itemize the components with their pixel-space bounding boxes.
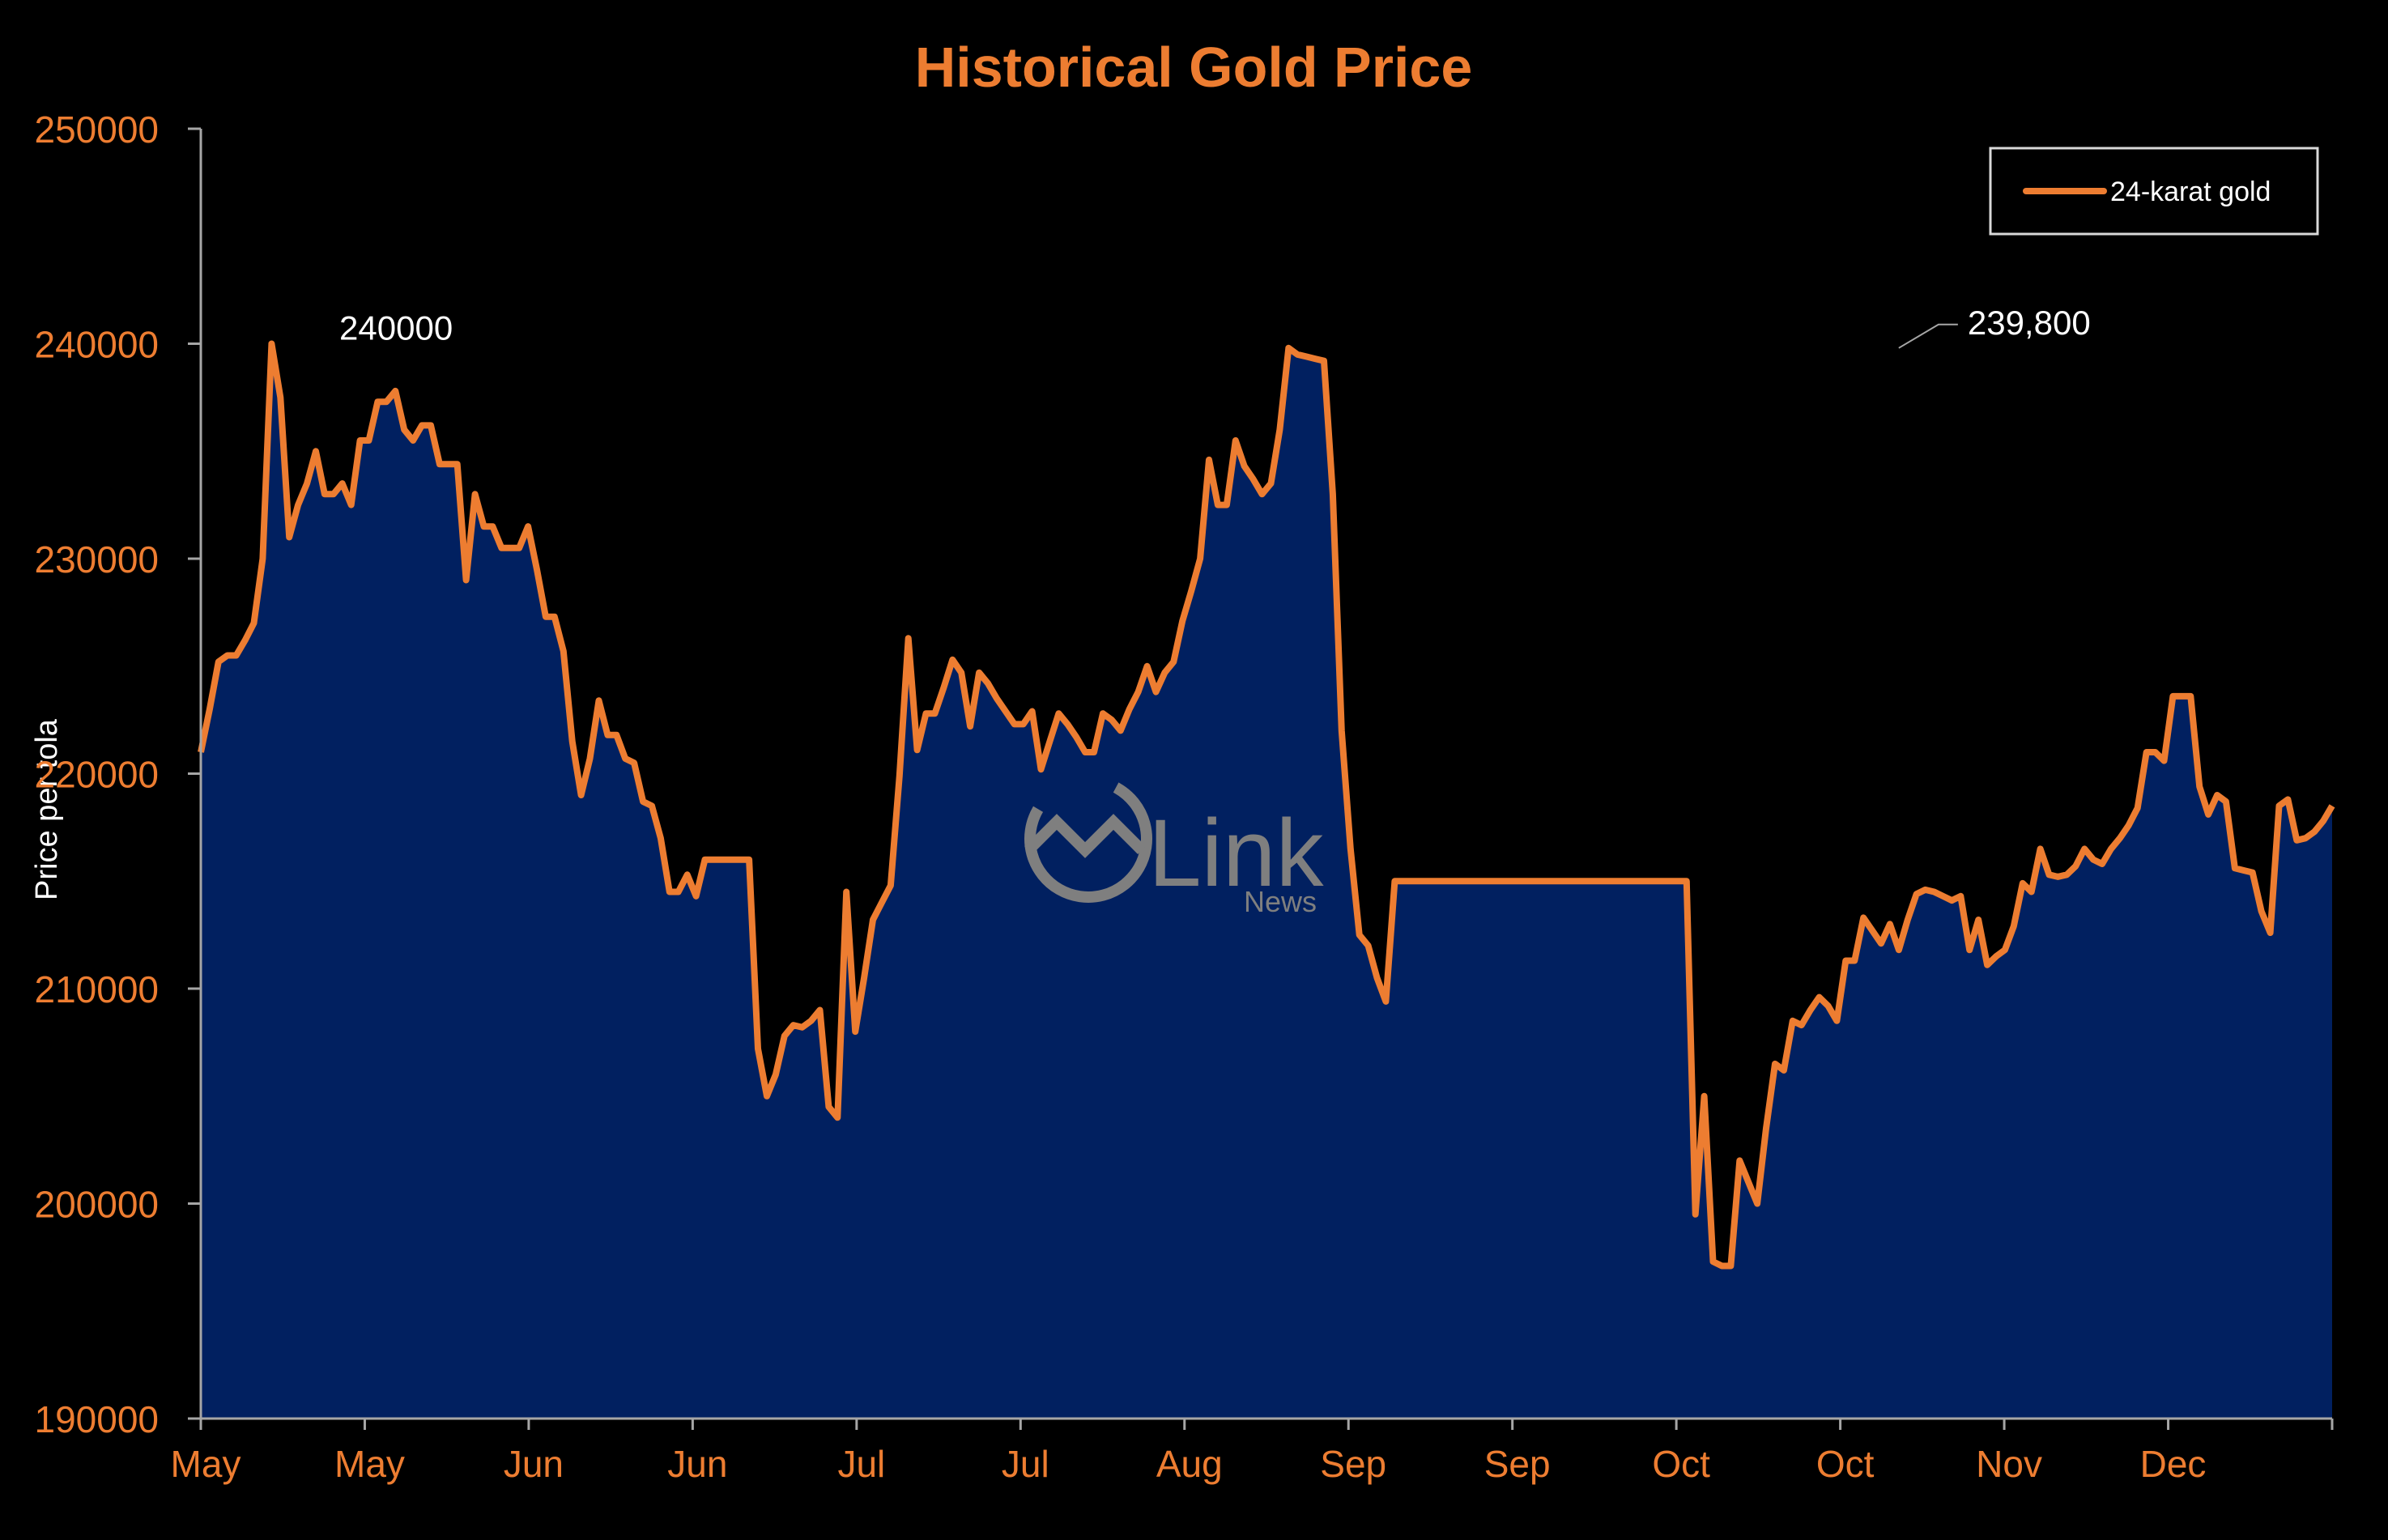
- axes: [188, 127, 2334, 1430]
- x-tick-label: Jul: [837, 1443, 885, 1485]
- link-news-logo-icon: [1024, 775, 1152, 903]
- x-tick-label: Oct: [1816, 1443, 1875, 1485]
- legend-label-24-karat-gold: 24-karat gold: [2110, 177, 2271, 207]
- watermark-sub: News: [1244, 885, 1317, 918]
- annotation-leader-line: [1898, 323, 1958, 349]
- chart-title: Historical Gold Price: [915, 36, 1473, 99]
- logo-zigzag-icon: [1024, 814, 1146, 858]
- area-fill-group: [201, 343, 2332, 1419]
- y-tick-label: 210000: [35, 968, 160, 1010]
- y-tick-labels: 190000 200000 210000 220000 230000 240000 2500…: [35, 108, 160, 1440]
- x-tick-label: Jun: [504, 1443, 564, 1485]
- data-label: 239,800: [1968, 304, 2091, 342]
- y-tick-label: 200000: [35, 1184, 160, 1226]
- x-tick-label: Dec: [2140, 1443, 2207, 1485]
- x-tick-label: Oct: [1652, 1443, 1710, 1485]
- y-tick-label: 250000: [35, 108, 160, 151]
- watermark-brand: Link: [1148, 800, 1324, 907]
- x-tick-label: Jun: [667, 1443, 727, 1485]
- series-line-group: [198, 340, 2335, 1270]
- area-fill: [201, 343, 2332, 1419]
- x-tick-label: Nov: [1976, 1443, 2042, 1485]
- series-line-24-karat-gold: [198, 340, 2335, 1270]
- y-tick-label: 190000: [35, 1398, 160, 1440]
- x-tick-label: Sep: [1484, 1443, 1551, 1485]
- x-tick-label: Jul: [1002, 1443, 1049, 1485]
- x-tick-label: Aug: [1156, 1443, 1223, 1485]
- x-tick-label: May: [334, 1443, 405, 1485]
- y-tick-label: 240000: [35, 324, 160, 366]
- y-tick-label: 220000: [35, 754, 160, 796]
- y-axis-label: Price per tola: [30, 718, 64, 900]
- y-tick-label: 230000: [35, 538, 160, 581]
- x-tick-labels: May May Jun Jun Jul Jul Aug Sep Sep Oct Oct Nov Dec: [171, 1443, 2207, 1485]
- x-tick-label: Sep: [1320, 1443, 1386, 1485]
- legend: 24-karat gold: [1989, 147, 2319, 236]
- data-label: 240000: [339, 309, 453, 347]
- x-tick-label: May: [171, 1443, 241, 1485]
